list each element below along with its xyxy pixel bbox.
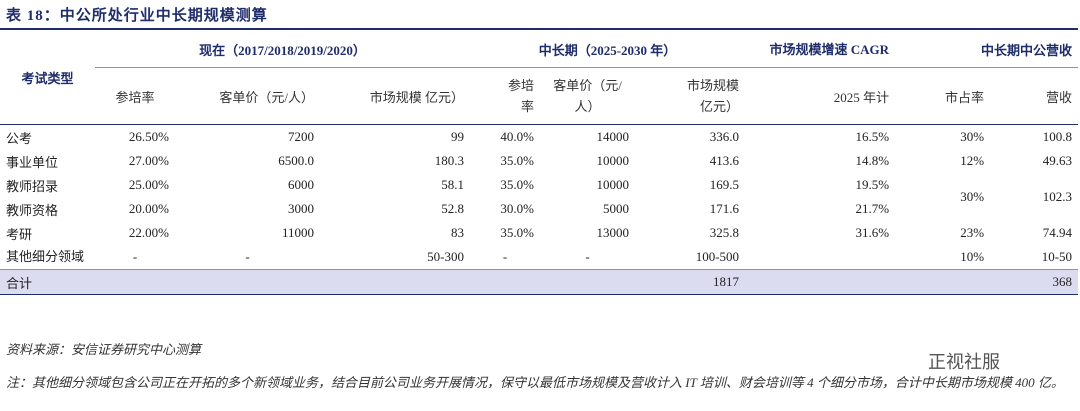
cell: 16.5%: [745, 124, 896, 149]
cell: 10000: [596, 177, 630, 192]
group-header: 现在（2017/2018/2019/2020）: [199, 42, 366, 58]
cell: 19.5%: [855, 177, 890, 192]
cell: 教师招录: [6, 178, 59, 194]
cell: 99: [320, 124, 471, 149]
row: 其他细分领域 - - 50-300 - - 100-500 10% 10-50: [0, 245, 1078, 270]
column-header: 市占率: [895, 67, 991, 125]
cell: 31.6%: [855, 225, 890, 240]
cell: 11000: [281, 225, 314, 240]
cell: 180.3: [434, 153, 465, 168]
column-header: 客单价（元/人）: [540, 67, 636, 125]
cell: 83: [451, 225, 465, 240]
row: 事业单位 27.00% 6500.0 180.3 35.0% 10000 413.6 14.8…: [0, 149, 1078, 173]
watermark: 正视社服: [928, 352, 1000, 373]
group-header: 中长期中公营收: [981, 42, 1073, 58]
cell: 30%: [960, 189, 985, 204]
cell: 7200: [175, 124, 320, 149]
cell: 102.3: [1042, 189, 1073, 204]
cell: 35.0%: [500, 225, 535, 240]
group-header: 市场规模增速 CAGR: [769, 41, 890, 57]
cell: 13000: [596, 225, 630, 240]
cell: 413.6: [709, 153, 740, 168]
cell: 368: [990, 269, 1079, 295]
cell: 公考: [0, 124, 95, 149]
total-row: 合计 1817 368: [0, 269, 1079, 295]
cell: -: [132, 249, 138, 264]
table-body: 公考 26.50% 7200 99 40.0% 14000 336.0 16.5% 30% 100…: [0, 124, 1079, 295]
cell: 6000: [288, 177, 314, 192]
cell: -: [245, 249, 250, 264]
row: 考研 22.00% 11000 83 35.0% 13000 325.8 31.6% 23% 74…: [0, 221, 1078, 245]
cell: 40.0%: [470, 124, 541, 149]
cell: 10%: [960, 249, 985, 264]
cell: 12%: [960, 153, 985, 168]
cell: 6500.0: [278, 153, 314, 168]
cell: 考研: [6, 226, 33, 242]
cell: 30%: [895, 124, 991, 149]
cell: 其他细分领域: [6, 249, 85, 264]
cell: 14.8%: [855, 153, 890, 168]
cell: 25.00%: [128, 177, 169, 192]
cell: 5000: [603, 201, 630, 216]
cell: 50-300: [427, 249, 465, 264]
title-rule: [0, 28, 1078, 30]
note: 注：其他细分领域包含公司正在开拓的多个新领域业务，结合目前公司业务开展情况，保守…: [6, 375, 1064, 390]
row: 教师招录 25.00% 6000 58.1 35.0% 10000 169.5 19.5% 30…: [0, 173, 1078, 204]
cell: 30.0%: [500, 201, 535, 216]
cell: 26.50%: [95, 124, 175, 149]
cell: 100.8: [990, 124, 1079, 149]
cell: 3000: [288, 201, 314, 216]
column-header: 营收: [990, 67, 1079, 125]
cell: 10-50: [1041, 249, 1073, 264]
row: 公考 26.50% 7200 99 40.0% 14000 336.0 16.5% 30% 100…: [0, 124, 1079, 149]
cell: 23%: [960, 225, 985, 240]
cell: 100-500: [695, 249, 740, 264]
cell: 20.00%: [128, 201, 169, 216]
group-header: 考试类型: [0, 31, 95, 125]
column-header: 市场规模亿元）: [635, 67, 746, 125]
cell: 14000: [540, 124, 636, 149]
column-header: 客单价（元/人）: [175, 67, 320, 125]
cell: -: [585, 249, 590, 264]
cell: -: [502, 249, 508, 264]
cell: 336.0: [635, 124, 746, 149]
cell: 169.5: [709, 177, 740, 192]
column-header: 2025 年计: [745, 67, 896, 125]
group-header: 中长期（2025-2030 年）: [538, 42, 677, 58]
source: 资料来源：安信证券研究中心测算: [6, 342, 202, 357]
cell: 58.1: [441, 177, 465, 192]
cell: [745, 245, 895, 270]
cell: 49.63: [1042, 153, 1073, 168]
cell: 教师资格: [6, 202, 59, 218]
cell: 1817: [635, 269, 746, 295]
cell: 35.0%: [500, 177, 535, 192]
data-table: 考试类型 现在（2017/2018/2019/2020） 中长期（2025-20…: [0, 31, 1079, 295]
cell: 22.00%: [128, 225, 169, 240]
cell: 52.8: [441, 201, 465, 216]
cell: 10000: [596, 153, 630, 168]
column-header: 参培率: [95, 67, 175, 125]
column-header: 市场规模 亿元）: [320, 67, 471, 125]
cell: 74.94: [1042, 225, 1073, 240]
table-title: 表 18：中公所处行业中长期规模测算: [6, 8, 268, 24]
cell: 21.7%: [855, 201, 890, 216]
cell: 35.0%: [500, 153, 535, 168]
cell: 27.00%: [128, 153, 169, 168]
cell: 171.6: [709, 201, 740, 216]
column-header: 参培率: [470, 67, 541, 125]
cell: 事业单位: [6, 154, 59, 170]
cell: 325.8: [709, 225, 740, 240]
row: 教师资格 20.00% 3000 52.8 30.0% 5000 171.6 21.7%: [0, 197, 1078, 221]
cell: 合计: [0, 269, 95, 295]
